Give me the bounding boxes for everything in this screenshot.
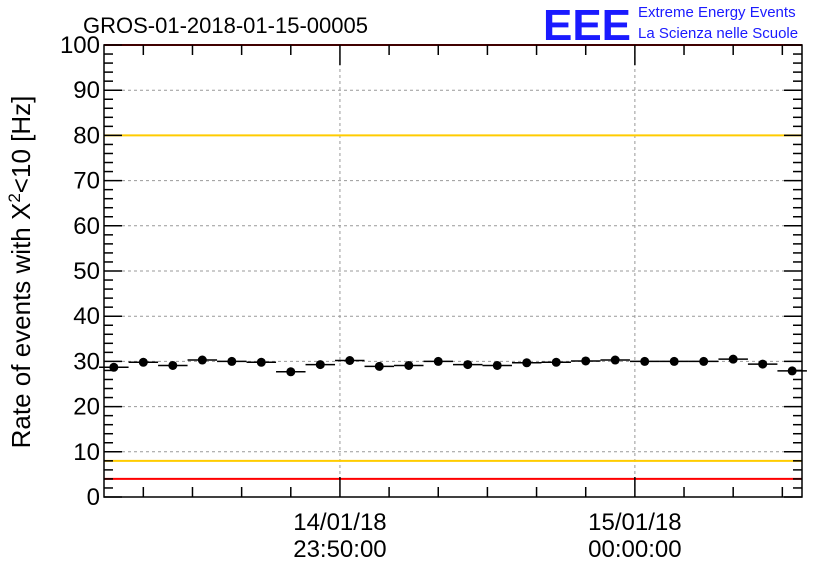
data-point <box>551 357 561 367</box>
data-point <box>345 355 355 365</box>
data-point <box>492 360 502 370</box>
data-point <box>315 360 325 370</box>
x-tick-label-time: 00:00:00 <box>588 536 681 563</box>
x-tick-label-date: 15/01/18 <box>588 509 681 536</box>
data-point <box>433 356 443 366</box>
eee-logo: EEE Extreme Energy Events La Scienza nel… <box>543 1 798 50</box>
data-point <box>463 360 473 370</box>
logo-mark: EEE <box>543 1 631 50</box>
y-tick-label: 40 <box>73 303 100 330</box>
x-tick-label-date: 14/01/18 <box>293 509 386 536</box>
y-tick-label: 70 <box>73 168 100 195</box>
data-point <box>286 367 296 377</box>
y-axis-label-main: Rate of events with X <box>6 203 36 449</box>
data-point <box>610 355 620 365</box>
y-tick-label: 30 <box>73 348 100 375</box>
x-tick-label-time: 23:50:00 <box>293 536 386 563</box>
chart-title: GROS-01-2018-01-15-00005 <box>83 13 368 38</box>
y-tick-labels: 0 10 20 30 40 50 60 70 80 90 100 <box>60 32 100 511</box>
y-tick-label: 50 <box>73 258 100 285</box>
logo-line1: Extreme Energy Events <box>638 4 796 21</box>
y-axis-label: Rate of events with X2<10 [Hz] <box>5 96 36 449</box>
y-tick-label: 10 <box>73 439 100 466</box>
data-point <box>669 356 679 366</box>
axis-ticks <box>104 44 802 498</box>
reference-lines <box>104 44 802 480</box>
data-point <box>581 356 591 366</box>
data-point <box>699 356 709 366</box>
data-point <box>109 362 119 372</box>
data-point <box>168 360 178 370</box>
y-tick-label: 90 <box>73 77 100 104</box>
data-point <box>758 359 768 369</box>
y-axis-label-tail: <10 [Hz] <box>6 96 36 194</box>
y-tick-label: 20 <box>73 394 100 421</box>
y-axis-label-sup: 2 <box>5 193 24 202</box>
data-point <box>256 357 266 367</box>
data-point <box>138 357 148 367</box>
data-point <box>227 356 237 366</box>
logo-line2: La Scienza nelle Scuole <box>638 25 798 42</box>
data-point <box>197 355 207 365</box>
data-point <box>404 360 414 370</box>
data-point <box>374 361 384 371</box>
y-tick-label: 100 <box>60 32 100 59</box>
data-point <box>787 366 797 376</box>
y-tick-label: 80 <box>73 122 100 149</box>
data-point <box>640 356 650 366</box>
data-points <box>99 354 807 377</box>
data-point <box>522 358 532 368</box>
data-point <box>728 354 738 364</box>
grid-lines <box>104 44 802 498</box>
y-tick-label: 60 <box>73 213 100 240</box>
y-tick-label: 0 <box>87 484 100 511</box>
